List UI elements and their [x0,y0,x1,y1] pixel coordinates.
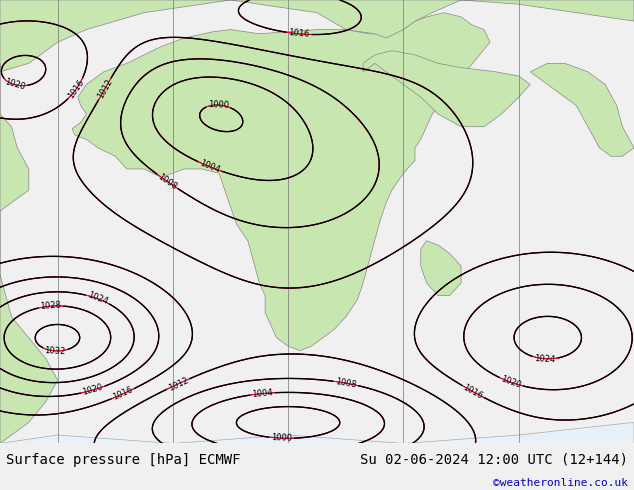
Text: 1020: 1020 [500,374,522,390]
Text: 1032: 1032 [44,346,66,356]
Text: ©weatheronline.co.uk: ©weatheronline.co.uk [493,478,628,488]
Polygon shape [0,63,58,443]
Text: 1000: 1000 [271,433,292,443]
Text: 1008: 1008 [156,172,179,192]
Text: 1004: 1004 [198,159,221,175]
Text: 1012: 1012 [96,78,114,100]
Text: 1028: 1028 [40,301,61,312]
Polygon shape [530,63,634,156]
Text: 1008: 1008 [335,377,357,390]
Polygon shape [363,50,530,127]
Polygon shape [0,422,634,443]
Text: 1016: 1016 [67,78,86,100]
Polygon shape [0,0,634,72]
Text: 1004: 1004 [252,388,273,399]
Polygon shape [72,13,490,350]
Polygon shape [421,241,461,295]
Text: Su 02-06-2024 12:00 UTC (12+144): Su 02-06-2024 12:00 UTC (12+144) [359,453,628,467]
Text: 1020: 1020 [4,77,26,92]
Text: 1024: 1024 [534,353,556,364]
Text: 1016: 1016 [112,385,134,402]
Text: 1020: 1020 [82,383,104,397]
Text: 1016: 1016 [288,28,310,39]
Text: 1000: 1000 [208,100,229,110]
Text: 1024: 1024 [86,291,109,307]
Text: 1016: 1016 [462,383,484,401]
Text: Surface pressure [hPa] ECMWF: Surface pressure [hPa] ECMWF [6,453,241,467]
Text: 1012: 1012 [167,375,190,392]
